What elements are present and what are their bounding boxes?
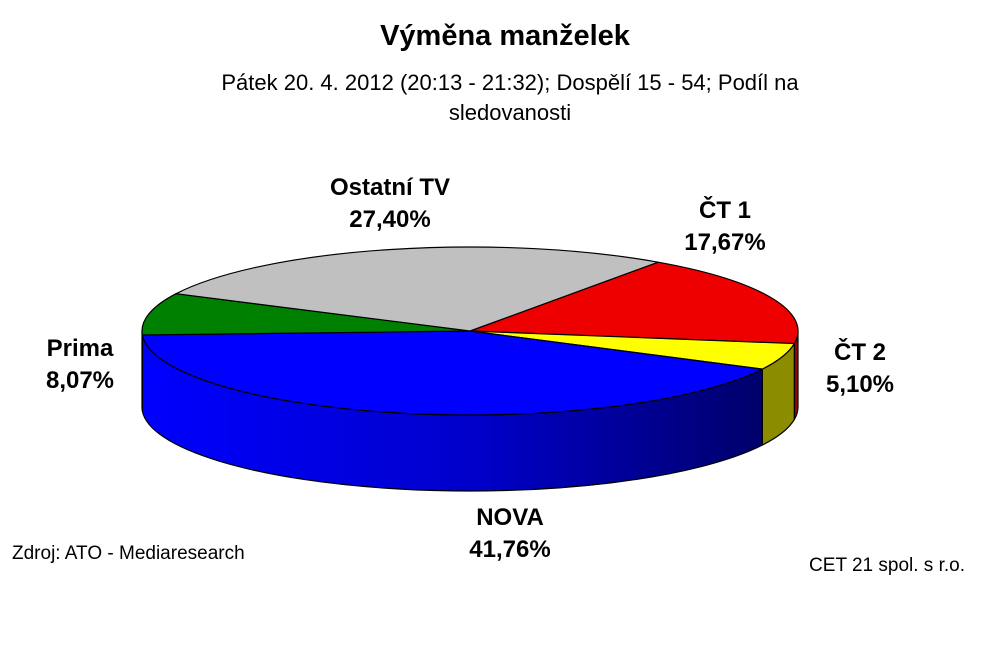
slice-name-prima: Prima xyxy=(46,335,114,362)
slice-value-ct1: 17,67% xyxy=(684,229,766,256)
chart-title: Výměna manželek xyxy=(380,20,630,52)
pie-slice--t-1 xyxy=(469,261,799,345)
slice-value-ct2: 5,10% xyxy=(825,371,895,398)
slice-label-ct2: ČT 2 5,10% xyxy=(800,337,920,401)
slice-value-ostatni-tv: 27,40% xyxy=(349,206,431,233)
slice-value-prima: 8,07% xyxy=(45,367,115,394)
pie-slice-ostatn-tv xyxy=(175,246,659,332)
slice-value-nova: 41,76% xyxy=(469,536,551,563)
slice-label-ostatni-tv: Ostatní TV 27,40% xyxy=(300,172,480,236)
pie-slice-prima xyxy=(141,293,471,336)
slice-name-ct2: ČT 2 xyxy=(833,339,886,366)
slice-label-prima: Prima 8,07% xyxy=(20,333,140,397)
company-note: CET 21 spol. s r.o. xyxy=(809,555,965,576)
pie-top-faces xyxy=(141,246,799,416)
pie-slice-nova xyxy=(141,330,763,416)
slice-name-ct1: ČT 1 xyxy=(698,197,751,224)
source-note: Zdroj: ATO - Mediaresearch xyxy=(12,543,245,564)
slice-label-nova: NOVA 41,76% xyxy=(430,502,590,566)
slice-name-nova: NOVA xyxy=(476,504,544,531)
slice-name-ostatni-tv: Ostatní TV xyxy=(329,174,450,201)
chart-subtitle: Pátek 20. 4. 2012 (20:13 - 21:32); Dospě… xyxy=(221,70,799,125)
slice-label-ct1: ČT 1 17,67% xyxy=(665,195,785,259)
